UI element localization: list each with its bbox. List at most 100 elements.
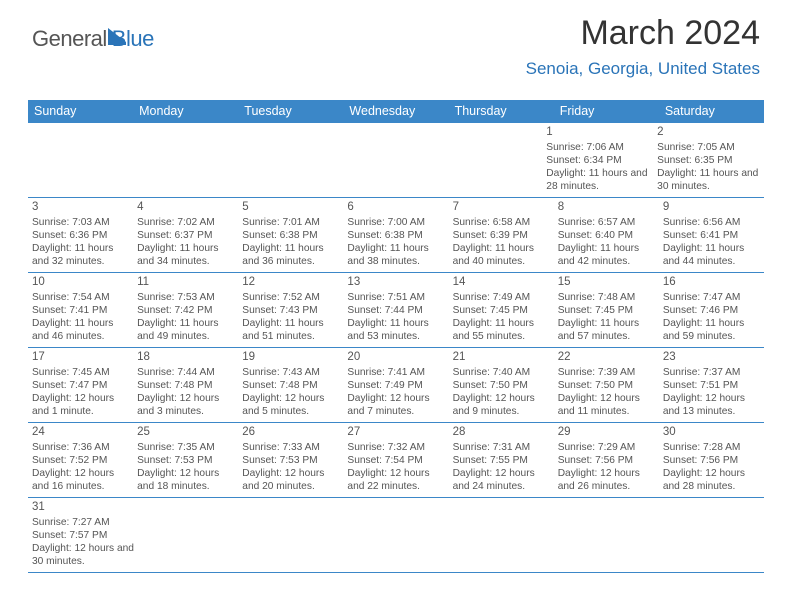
- sunrise-line: Sunrise: 7:28 AM: [663, 441, 760, 454]
- sunset-line: Sunset: 7:56 PM: [558, 454, 655, 467]
- sunrise-line: Sunrise: 6:58 AM: [453, 216, 550, 229]
- week-row: 17Sunrise: 7:45 AMSunset: 7:47 PMDayligh…: [28, 348, 764, 423]
- empty-cell: [452, 498, 556, 572]
- daylight-line: Daylight: 12 hours and 18 minutes.: [137, 467, 234, 493]
- sunset-line: Sunset: 7:54 PM: [347, 454, 444, 467]
- daylight-line: Daylight: 11 hours and 49 minutes.: [137, 317, 234, 343]
- day-number: 9: [663, 200, 760, 215]
- week-row: 24Sunrise: 7:36 AMSunset: 7:52 PMDayligh…: [28, 423, 764, 498]
- empty-cell: [556, 498, 660, 572]
- day-cell-17: 17Sunrise: 7:45 AMSunset: 7:47 PMDayligh…: [28, 348, 133, 422]
- daylight-line: Daylight: 12 hours and 13 minutes.: [663, 392, 760, 418]
- day-cell-19: 19Sunrise: 7:43 AMSunset: 7:48 PMDayligh…: [238, 348, 343, 422]
- sunset-line: Sunset: 7:50 PM: [453, 379, 550, 392]
- day-number: 25: [137, 425, 234, 440]
- day-cell-26: 26Sunrise: 7:33 AMSunset: 7:53 PMDayligh…: [238, 423, 343, 497]
- daylight-line: Daylight: 11 hours and 40 minutes.: [453, 242, 550, 268]
- day-number: 16: [663, 275, 760, 290]
- sunrise-line: Sunrise: 7:49 AM: [453, 291, 550, 304]
- sunset-line: Sunset: 7:42 PM: [137, 304, 234, 317]
- daylight-line: Daylight: 11 hours and 30 minutes.: [657, 167, 760, 193]
- day-cell-7: 7Sunrise: 6:58 AMSunset: 6:39 PMDaylight…: [449, 198, 554, 272]
- daylight-line: Daylight: 11 hours and 34 minutes.: [137, 242, 234, 268]
- day-cell-25: 25Sunrise: 7:35 AMSunset: 7:53 PMDayligh…: [133, 423, 238, 497]
- day-number: 4: [137, 200, 234, 215]
- daylight-line: Daylight: 11 hours and 42 minutes.: [558, 242, 655, 268]
- sunrise-line: Sunrise: 7:31 AM: [453, 441, 550, 454]
- sunrise-line: Sunrise: 7:51 AM: [347, 291, 444, 304]
- day-cell-23: 23Sunrise: 7:37 AMSunset: 7:51 PMDayligh…: [659, 348, 764, 422]
- sunrise-line: Sunrise: 7:40 AM: [453, 366, 550, 379]
- sunset-line: Sunset: 7:55 PM: [453, 454, 550, 467]
- sunset-line: Sunset: 6:38 PM: [347, 229, 444, 242]
- sunrise-line: Sunrise: 7:33 AM: [242, 441, 339, 454]
- sunset-line: Sunset: 7:57 PM: [32, 529, 136, 542]
- sunset-line: Sunset: 6:41 PM: [663, 229, 760, 242]
- day-number: 26: [242, 425, 339, 440]
- sunset-line: Sunset: 7:48 PM: [137, 379, 234, 392]
- day-cell-24: 24Sunrise: 7:36 AMSunset: 7:52 PMDayligh…: [28, 423, 133, 497]
- day-cell-2: 2Sunrise: 7:05 AMSunset: 6:35 PMDaylight…: [653, 123, 764, 197]
- empty-cell: [244, 498, 348, 572]
- day-header-row: SundayMondayTuesdayWednesdayThursdayFrid…: [28, 100, 764, 123]
- sunrise-line: Sunrise: 7:41 AM: [347, 366, 444, 379]
- day-cell-22: 22Sunrise: 7:39 AMSunset: 7:50 PMDayligh…: [554, 348, 659, 422]
- logo-text-general: General: [32, 26, 107, 52]
- day-number: 27: [347, 425, 444, 440]
- daylight-line: Daylight: 12 hours and 24 minutes.: [453, 467, 550, 493]
- empty-cell: [131, 123, 234, 197]
- day-number: 29: [558, 425, 655, 440]
- day-number: 19: [242, 350, 339, 365]
- daylight-line: Daylight: 12 hours and 16 minutes.: [32, 467, 129, 493]
- sunrise-line: Sunrise: 7:03 AM: [32, 216, 129, 229]
- month-title: March 2024: [526, 14, 760, 53]
- day-header-wednesday: Wednesday: [343, 100, 448, 123]
- logo: General Blue: [32, 26, 154, 52]
- day-cell-21: 21Sunrise: 7:40 AMSunset: 7:50 PMDayligh…: [449, 348, 554, 422]
- sunrise-line: Sunrise: 7:52 AM: [242, 291, 339, 304]
- daylight-line: Daylight: 11 hours and 46 minutes.: [32, 317, 129, 343]
- empty-cell: [439, 123, 542, 197]
- daylight-line: Daylight: 11 hours and 51 minutes.: [242, 317, 339, 343]
- logo-sail-icon: [108, 28, 126, 42]
- day-cell-10: 10Sunrise: 7:54 AMSunset: 7:41 PMDayligh…: [28, 273, 133, 347]
- daylight-line: Daylight: 11 hours and 55 minutes.: [453, 317, 550, 343]
- day-number: 8: [558, 200, 655, 215]
- daylight-line: Daylight: 12 hours and 22 minutes.: [347, 467, 444, 493]
- day-number: 3: [32, 200, 129, 215]
- day-cell-28: 28Sunrise: 7:31 AMSunset: 7:55 PMDayligh…: [449, 423, 554, 497]
- sunset-line: Sunset: 7:53 PM: [242, 454, 339, 467]
- empty-cell: [660, 498, 764, 572]
- sunset-line: Sunset: 7:45 PM: [558, 304, 655, 317]
- sunset-line: Sunset: 7:46 PM: [663, 304, 760, 317]
- sunset-line: Sunset: 6:34 PM: [546, 154, 649, 167]
- empty-cell: [28, 123, 131, 197]
- day-number: 1: [546, 125, 649, 140]
- daylight-line: Daylight: 12 hours and 7 minutes.: [347, 392, 444, 418]
- day-number: 7: [453, 200, 550, 215]
- daylight-line: Daylight: 11 hours and 28 minutes.: [546, 167, 649, 193]
- sunset-line: Sunset: 7:44 PM: [347, 304, 444, 317]
- sunrise-line: Sunrise: 7:35 AM: [137, 441, 234, 454]
- day-number: 30: [663, 425, 760, 440]
- sunrise-line: Sunrise: 7:32 AM: [347, 441, 444, 454]
- sunrise-line: Sunrise: 7:06 AM: [546, 141, 649, 154]
- sunset-line: Sunset: 7:45 PM: [453, 304, 550, 317]
- daylight-line: Daylight: 12 hours and 5 minutes.: [242, 392, 339, 418]
- sunset-line: Sunset: 7:56 PM: [663, 454, 760, 467]
- sunrise-line: Sunrise: 6:57 AM: [558, 216, 655, 229]
- header: March 2024 Senoia, Georgia, United State…: [526, 14, 760, 79]
- week-row: 3Sunrise: 7:03 AMSunset: 6:36 PMDaylight…: [28, 198, 764, 273]
- sunrise-line: Sunrise: 7:37 AM: [663, 366, 760, 379]
- day-number: 28: [453, 425, 550, 440]
- day-number: 18: [137, 350, 234, 365]
- daylight-line: Daylight: 12 hours and 26 minutes.: [558, 467, 655, 493]
- daylight-line: Daylight: 12 hours and 30 minutes.: [32, 542, 136, 568]
- day-header-friday: Friday: [554, 100, 659, 123]
- empty-cell: [337, 123, 440, 197]
- sunrise-line: Sunrise: 7:05 AM: [657, 141, 760, 154]
- day-cell-8: 8Sunrise: 6:57 AMSunset: 6:40 PMDaylight…: [554, 198, 659, 272]
- day-cell-16: 16Sunrise: 7:47 AMSunset: 7:46 PMDayligh…: [659, 273, 764, 347]
- week-row: 31Sunrise: 7:27 AMSunset: 7:57 PMDayligh…: [28, 498, 764, 573]
- sunrise-line: Sunrise: 7:27 AM: [32, 516, 136, 529]
